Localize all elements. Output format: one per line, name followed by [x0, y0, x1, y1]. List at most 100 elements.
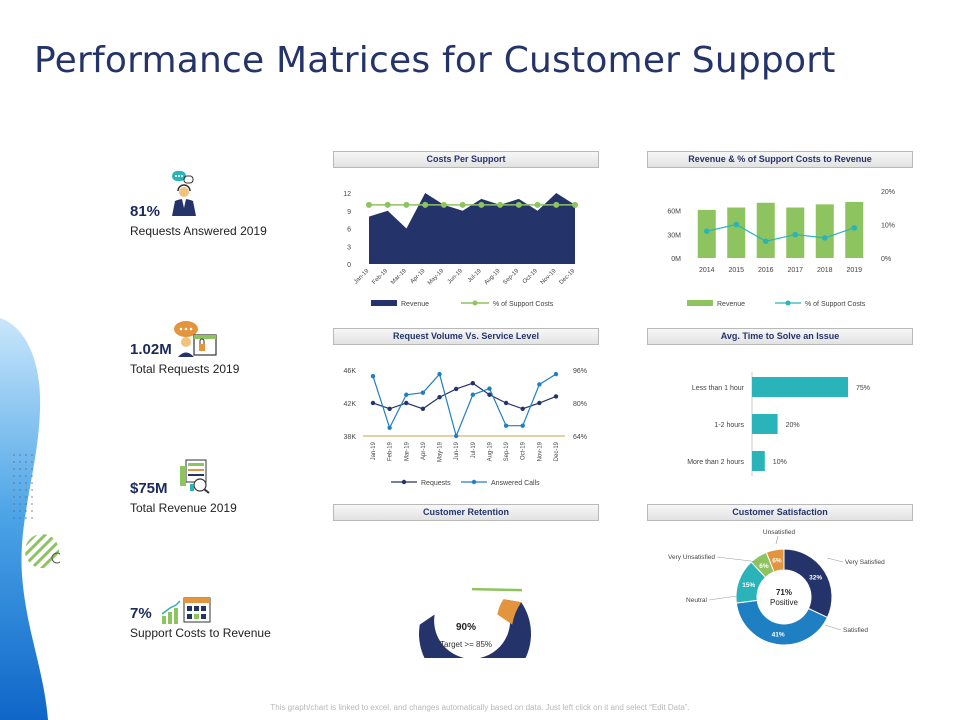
- support-pct-line: [706, 223, 855, 242]
- requests-point: [370, 400, 376, 406]
- x-tick-label: Apr-19: [421, 441, 427, 460]
- legend-marker-requests: [401, 479, 407, 485]
- slice-category-label: Very Unsatisfied: [668, 554, 715, 561]
- revenue-cart-icon: [180, 459, 210, 494]
- answered-calls-point: [520, 423, 525, 428]
- x-tick-label: 2016: [758, 267, 774, 274]
- answered-calls-line: [372, 372, 557, 438]
- category-label: 1-2 hours: [714, 422, 744, 429]
- revenue-bar: [756, 202, 775, 258]
- slice-category-label: Neutral: [686, 597, 708, 604]
- revenue-support-chart: 0M 30M 60M 0% 10% 20% 2014 2015 2016 2017 2018 2019…: [667, 189, 895, 308]
- customer-satisfaction-donut: 32% Very Satisfied 41% Satisfied 15% Neutral 6…: [668, 529, 885, 646]
- requests-point: [487, 392, 492, 397]
- chat-security-icon: [174, 321, 217, 357]
- x-tick-label: Oct-19: [521, 441, 527, 460]
- y-left-tick-label: 42K: [344, 401, 357, 408]
- x-tick-label: Aug-19: [487, 441, 493, 461]
- kpi-total-revenue: $75M Total Revenue 2019: [130, 480, 330, 515]
- slice-leader-line: [775, 535, 779, 545]
- legend-swatch-revenue: [687, 300, 713, 306]
- support-cost-point: [553, 201, 560, 208]
- satisfaction-slice: [783, 548, 833, 619]
- center-value-label: 71%: [776, 588, 792, 597]
- x-tick-label: 2017: [787, 267, 803, 274]
- decorative-wave: [0, 318, 60, 720]
- support-cost-point: [515, 201, 522, 208]
- value-label: 20%: [786, 422, 800, 429]
- chart-title-customer-satisfaction: Customer Satisfaction: [647, 504, 913, 521]
- slice-value-label: 6%: [759, 563, 769, 570]
- x-tick-label: May-19: [427, 268, 446, 287]
- support-cost-point: [422, 201, 429, 208]
- chart-title-customer-retention: Customer Retention: [333, 504, 599, 521]
- y-right-tick-label: 20%: [881, 189, 895, 196]
- answered-calls-point: [487, 386, 492, 391]
- x-tick-label: Apr-19: [410, 268, 427, 285]
- answered-calls-point: [404, 392, 409, 397]
- answered-calls-point: [453, 433, 459, 439]
- requests-point: [387, 406, 392, 411]
- x-tick-label: Feb-19: [371, 268, 389, 286]
- retention-remaining-arc: [497, 599, 522, 625]
- legend-swatch-revenue: [371, 300, 397, 306]
- revenue-area: [369, 193, 575, 264]
- answered-calls-point: [503, 423, 509, 428]
- y-tick-label: 0: [347, 262, 351, 269]
- requests-point: [537, 400, 542, 406]
- x-tick-label: Mar-19: [404, 441, 410, 461]
- requests-point: [404, 400, 409, 406]
- answered-calls-point: [553, 371, 559, 377]
- kpi-label: Total Revenue 2019: [130, 501, 237, 515]
- slice-value-label: 32%: [809, 574, 822, 581]
- requests-point: [520, 406, 525, 411]
- legend-label-requests: Requests: [421, 480, 451, 487]
- requests-line: [372, 382, 557, 410]
- answered-calls-point: [537, 382, 542, 387]
- legend-marker-support: [785, 300, 791, 306]
- chart-title-costs-per-support: Costs Per Support: [333, 151, 599, 168]
- footer-note: This graph/chart is linked to excel, and…: [270, 703, 690, 712]
- x-tick-label: Sep-19: [504, 441, 510, 461]
- kpi-value: $75M: [130, 480, 168, 497]
- time-bar: [752, 414, 778, 434]
- retention-value-arc: [419, 599, 531, 658]
- y-left-tick-label: 0M: [671, 256, 681, 263]
- kpi-requests-answered: 81% Requests Answered 2019: [130, 203, 330, 238]
- value-label: 75%: [856, 385, 870, 392]
- answered-calls-point: [470, 392, 476, 397]
- x-tick-label: Jun-19: [454, 441, 460, 460]
- x-tick-label: 2019: [846, 267, 862, 274]
- requests-point: [453, 386, 459, 392]
- slice-category-label: Satisfied: [843, 627, 868, 634]
- kpi-total-requests: 1.02M Total Requests 2019: [130, 341, 330, 376]
- support-cost-point: [459, 201, 466, 208]
- support-pct-point: [851, 225, 858, 231]
- x-tick-label: 2015: [728, 267, 744, 274]
- slice-value-label: 15%: [742, 582, 755, 589]
- slice-leader-line: [824, 624, 842, 631]
- kpi-value: 7%: [130, 605, 152, 622]
- answered-calls-point: [387, 425, 392, 430]
- legend-label-answered: Answered Calls: [491, 480, 540, 487]
- legend-label-support: % of Support Costs: [493, 301, 554, 308]
- support-cost-point: [497, 201, 504, 208]
- x-tick-label: 2014: [699, 267, 715, 274]
- support-cost-point: [366, 201, 372, 208]
- support-cost-point: [572, 201, 578, 208]
- support-pct-point: [792, 231, 799, 238]
- support-agent-icon: [172, 171, 196, 216]
- x-tick-label: Jul-19: [467, 268, 483, 284]
- requests-point: [553, 394, 559, 399]
- chart-title-request-volume: Request Volume Vs. Service Level: [333, 328, 599, 345]
- support-cost-point: [403, 201, 410, 208]
- answered-calls-point: [370, 373, 376, 379]
- center-caption-label: Positive: [770, 598, 799, 607]
- retention-value-label: 90%: [456, 622, 476, 633]
- y-left-tick-label: 60M: [667, 209, 681, 216]
- kpi-label: Total Requests 2019: [130, 362, 240, 376]
- x-tick-label: Dec-19: [554, 441, 560, 461]
- slice-leader-line: [716, 556, 760, 563]
- request-volume-chart: 38K 42K 46K 64% 80% 96% Jan-19 Feb-19 Mar-19 Apr-…: [344, 368, 587, 487]
- legend-marker-support: [472, 300, 478, 306]
